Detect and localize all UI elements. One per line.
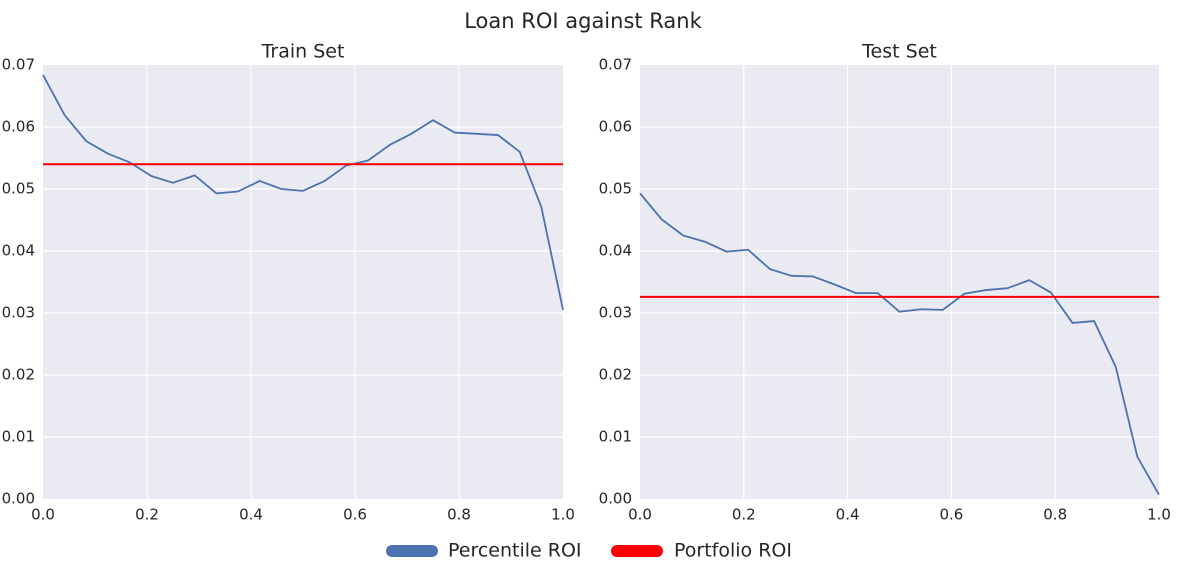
y-tick-label: 0.02 [2,366,35,384]
x-tick-label: 1.0 [1147,506,1171,524]
x-tick-label: 0.2 [135,506,159,524]
y-tick-label: 0.05 [599,180,632,198]
y-tick-label: 0.06 [599,118,632,136]
plot-area [640,65,1159,499]
y-tick-label: 0.07 [2,56,35,74]
legend-label: Percentile ROI [448,540,582,562]
x-tick-label: 0.8 [447,506,471,524]
figure-title: Loan ROI against Rank [464,9,702,33]
plot-area [43,65,563,499]
legend-item-portfolio-roi: Portfolio ROI [611,540,792,562]
percentile-roi-line [42,74,564,311]
subplots: Train Set 0.00 0.01 0.02 0.03 0.04 0.05 0.06 0.0… [2,41,1171,524]
x-tick-label: 0.2 [732,506,756,524]
x-tick-label: 0.4 [836,506,860,524]
x-tick-label: 0.6 [343,506,367,524]
subplot-2: Test Set 0.00 0.01 0.02 0.03 0.04 0.05 0.06 0.07… [599,41,1171,524]
y-tick-label: 0.03 [2,304,35,322]
subplot-title: Test Set [861,41,937,63]
legend-item-percentile-roi: Percentile ROI [386,540,582,562]
legend-label: Portfolio ROI [674,540,792,562]
y-tick-label: 0.03 [599,304,632,322]
y-tick-label: 0.00 [599,490,632,508]
y-tick-label: 0.02 [599,366,632,384]
subplot-title: Train Set [261,41,345,63]
percentile-roi-line [639,192,1160,496]
y-tick-label: 0.07 [599,56,632,74]
x-tick-label: 1.0 [551,506,575,524]
y-tick-label: 0.01 [599,428,632,446]
legend: Percentile ROI Portfolio ROI [386,540,792,562]
x-tick-label: 0.8 [1043,506,1067,524]
x-tick-label: 0.4 [239,506,263,524]
y-tick-label: 0.04 [599,242,632,260]
x-tick-label: 0.0 [31,506,55,524]
y-tick-label: 0.04 [2,242,35,260]
subplot-1: Train Set 0.00 0.01 0.02 0.03 0.04 0.05 0.06 0.0… [2,41,575,524]
y-tick-label: 0.01 [2,428,35,446]
y-tick-label: 0.00 [2,490,35,508]
x-tick-label: 0.6 [939,506,963,524]
y-tick-label: 0.05 [2,180,35,198]
x-tick-label: 0.0 [628,506,652,524]
y-tick-label: 0.06 [2,118,35,136]
